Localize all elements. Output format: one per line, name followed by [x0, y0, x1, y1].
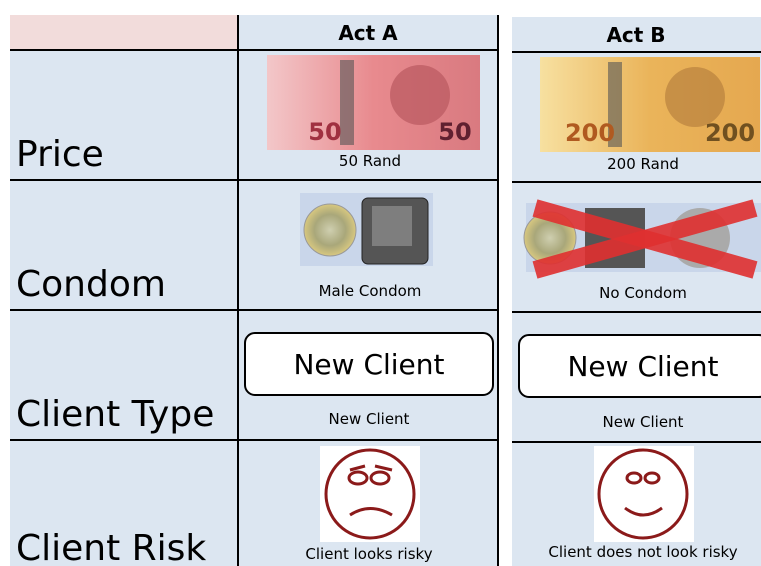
row-label: Condom — [16, 264, 166, 305]
note-numeral: 200 — [705, 119, 755, 147]
note-numeral: 200 — [565, 119, 615, 147]
caption: No Condom — [599, 284, 687, 302]
condom-image — [300, 193, 433, 266]
safe-face — [594, 446, 694, 542]
risky-face — [320, 446, 420, 542]
column-header: Act A — [338, 21, 398, 45]
grid-lines — [10, 15, 761, 566]
caption: New Client — [603, 413, 684, 431]
caption: Client does not look risky — [548, 543, 737, 561]
no-condom-image — [523, 199, 761, 279]
note-numeral: 50 — [438, 118, 471, 146]
client-box — [244, 332, 494, 396]
row-label: Client Type — [16, 394, 214, 435]
box-text: New Client — [567, 350, 718, 383]
label-column — [10, 51, 237, 566]
caption: Client looks risky — [305, 545, 432, 563]
caption: 200 Rand — [607, 155, 679, 173]
box-text: New Client — [293, 348, 444, 381]
banknote: 50 50 — [267, 55, 480, 150]
caption: Male Condom — [319, 282, 422, 300]
banknote: 200 200 — [540, 57, 760, 152]
row-label: Price — [16, 134, 104, 175]
column-header: Act B — [606, 23, 665, 47]
caption: New Client — [329, 410, 410, 428]
caption: 50 Rand — [339, 152, 401, 170]
note-numeral: 50 — [308, 118, 341, 146]
corner-cell — [10, 15, 237, 51]
row-label: Client Risk — [16, 528, 206, 566]
client-box — [518, 334, 761, 398]
